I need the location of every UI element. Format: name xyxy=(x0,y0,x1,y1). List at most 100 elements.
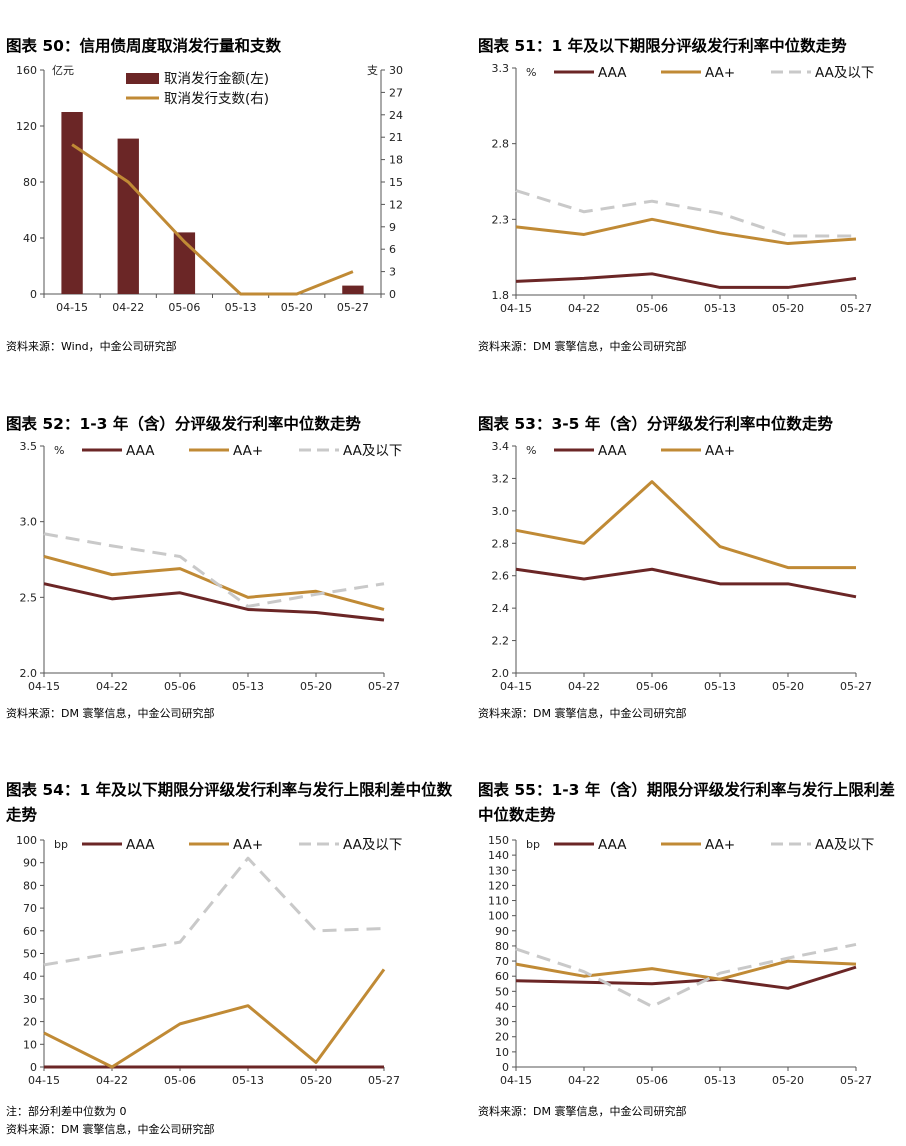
x-tick-label: 04-15 xyxy=(56,301,88,314)
y-tick-label: 30 xyxy=(23,993,37,1006)
y-unit-label: % xyxy=(526,66,536,79)
y-tick-label: 30 xyxy=(495,1016,509,1029)
y-unit-label: % xyxy=(54,444,64,457)
x-tick-label: 05-06 xyxy=(636,1074,668,1087)
panel-53: 图表 53：3-5 年（含）分评级发行利率中位数走势 2.0 2.2 2.4 2.6 2… xyxy=(478,412,903,732)
x-tick-label: 04-15 xyxy=(28,1074,60,1087)
legend-label: AAA xyxy=(598,443,627,459)
x-tick-label: 04-15 xyxy=(500,1074,532,1087)
legend-label: AAA xyxy=(126,837,155,853)
series-line xyxy=(43,856,385,967)
legend-label: 取消发行金额(左) xyxy=(164,71,269,87)
y-right-tick-label: 12 xyxy=(389,198,403,211)
y-tick-label: 2.0 xyxy=(492,667,510,680)
chart-title: 图表 55：1-3 年（含）期限分评级发行利率与发行上限利差中位数走势 xyxy=(478,781,895,824)
panel-50: 图表 50：信用债周度取消发行量和支数 0 40 80 120 160 0 3 6 9 12 15 1… xyxy=(6,34,446,364)
y-tick-label: 90 xyxy=(23,857,37,870)
y-tick-label: 20 xyxy=(495,1031,509,1044)
y-tick-label: 150 xyxy=(488,834,509,847)
y-tick-label: 3.5 xyxy=(20,440,38,453)
y-tick-label: 3.0 xyxy=(20,516,38,529)
y-tick-label: 3.2 xyxy=(492,472,510,485)
y-tick-label: 70 xyxy=(23,902,37,915)
x-tick-label: 04-22 xyxy=(568,680,600,693)
legend-label: AA及以下 xyxy=(815,837,874,853)
legend-label: AA+ xyxy=(233,837,263,853)
legend-label: AA及以下 xyxy=(815,65,874,81)
y-right-tick-label: 18 xyxy=(389,154,403,167)
y-tick-label: 70 xyxy=(495,955,509,968)
y-tick-label: 3.3 xyxy=(492,62,510,75)
y-tick-label: 100 xyxy=(488,910,509,923)
y-tick-label: 60 xyxy=(495,970,509,983)
bar xyxy=(342,285,364,294)
series-line xyxy=(515,959,857,981)
y-right-tick-label: 21 xyxy=(389,131,403,144)
chart-title: 图表 53：3-5 年（含）分评级发行利率中位数走势 xyxy=(478,415,833,433)
y-right-tick-label: 0 xyxy=(389,288,396,301)
x-tick-label: 05-27 xyxy=(337,301,369,314)
source-note: 资料来源：DM 寰擎信息，中金公司研究部 xyxy=(478,340,687,353)
legend-label: AA+ xyxy=(705,837,735,853)
y-right-tick-label: 24 xyxy=(389,109,403,122)
y-unit-label: bp xyxy=(54,838,68,851)
y-right-tick-label: 9 xyxy=(389,221,396,234)
y-left-tick-label: 120 xyxy=(16,120,37,133)
x-tick-label: 05-06 xyxy=(164,1074,196,1087)
y-right-tick-label: 6 xyxy=(389,243,396,256)
y-tick-label: 2.8 xyxy=(492,537,510,550)
source-note: 资料来源：DM 寰擎信息，中金公司研究部 xyxy=(6,1123,215,1136)
y-tick-label: 3.4 xyxy=(492,440,510,453)
x-tick-label: 05-06 xyxy=(636,302,668,315)
x-tick-label: 04-15 xyxy=(28,680,60,693)
series-line xyxy=(515,272,857,289)
series-line xyxy=(515,567,857,599)
series-line xyxy=(71,143,354,296)
bar xyxy=(61,112,83,294)
panel-55: 图表 55：1-3 年（含）期限分评级发行利率与发行上限利差中位数走势 0 10 2… xyxy=(478,778,903,1144)
x-tick-label: 04-15 xyxy=(500,680,532,693)
y-tick-label: 2.0 xyxy=(20,667,38,680)
x-tick-label: 05-06 xyxy=(164,680,196,693)
series-line xyxy=(515,942,857,1008)
y-right-tick-label: 15 xyxy=(389,176,403,189)
chart-title: 图表 52：1-3 年（含）分评级发行利率中位数走势 xyxy=(6,415,361,433)
series-line xyxy=(43,968,386,1069)
legend-swatch xyxy=(126,73,159,84)
chart-title: 图表 54：1 年及以下期限分评级发行利率与发行上限利差中位数走势 xyxy=(6,781,453,824)
x-tick-label: 05-06 xyxy=(636,680,668,693)
y-right-tick-label: 3 xyxy=(389,266,396,279)
bar xyxy=(117,138,139,294)
chart-canvas: 1.8 2.3 2.8 3.3 04-15 04-22 05-06 05-13 05-20 05-… xyxy=(492,62,875,315)
y-tick-label: 2.5 xyxy=(20,591,38,604)
x-tick-label: 05-27 xyxy=(368,680,400,693)
y-tick-label: 60 xyxy=(23,925,37,938)
y-tick-label: 10 xyxy=(495,1046,509,1059)
x-tick-label: 04-22 xyxy=(568,302,600,315)
y-right-unit-label: 支 xyxy=(367,64,378,77)
x-tick-label: 05-20 xyxy=(772,302,804,315)
y-right-tick-label: 27 xyxy=(389,86,403,99)
x-tick-label: 05-27 xyxy=(840,1074,872,1087)
x-tick-label: 05-20 xyxy=(281,301,313,314)
x-tick-label: 05-27 xyxy=(840,680,872,693)
source-note: 资料来源：DM 寰擎信息，中金公司研究部 xyxy=(6,707,215,720)
y-left-unit-label: 亿元 xyxy=(52,64,74,77)
legend-label: AAA xyxy=(598,65,627,81)
x-tick-label: 05-20 xyxy=(300,680,332,693)
y-tick-label: 110 xyxy=(488,895,509,908)
y-tick-label: 40 xyxy=(23,970,37,983)
series-line xyxy=(515,965,857,990)
y-left-tick-label: 160 xyxy=(16,64,37,77)
x-tick-label: 05-06 xyxy=(168,301,200,314)
y-tick-label: 3.0 xyxy=(492,505,510,518)
y-tick-label: 100 xyxy=(16,834,37,847)
y-left-tick-label: 0 xyxy=(30,288,37,301)
series-line xyxy=(515,480,856,570)
source-note: 资料来源：Wind，中金公司研究部 xyxy=(6,340,177,353)
y-tick-label: 2.6 xyxy=(492,570,510,583)
series-line xyxy=(515,217,857,246)
x-tick-label: 05-13 xyxy=(232,1074,264,1087)
y-tick-label: 2.4 xyxy=(492,602,510,615)
x-tick-label: 05-27 xyxy=(368,1074,400,1087)
